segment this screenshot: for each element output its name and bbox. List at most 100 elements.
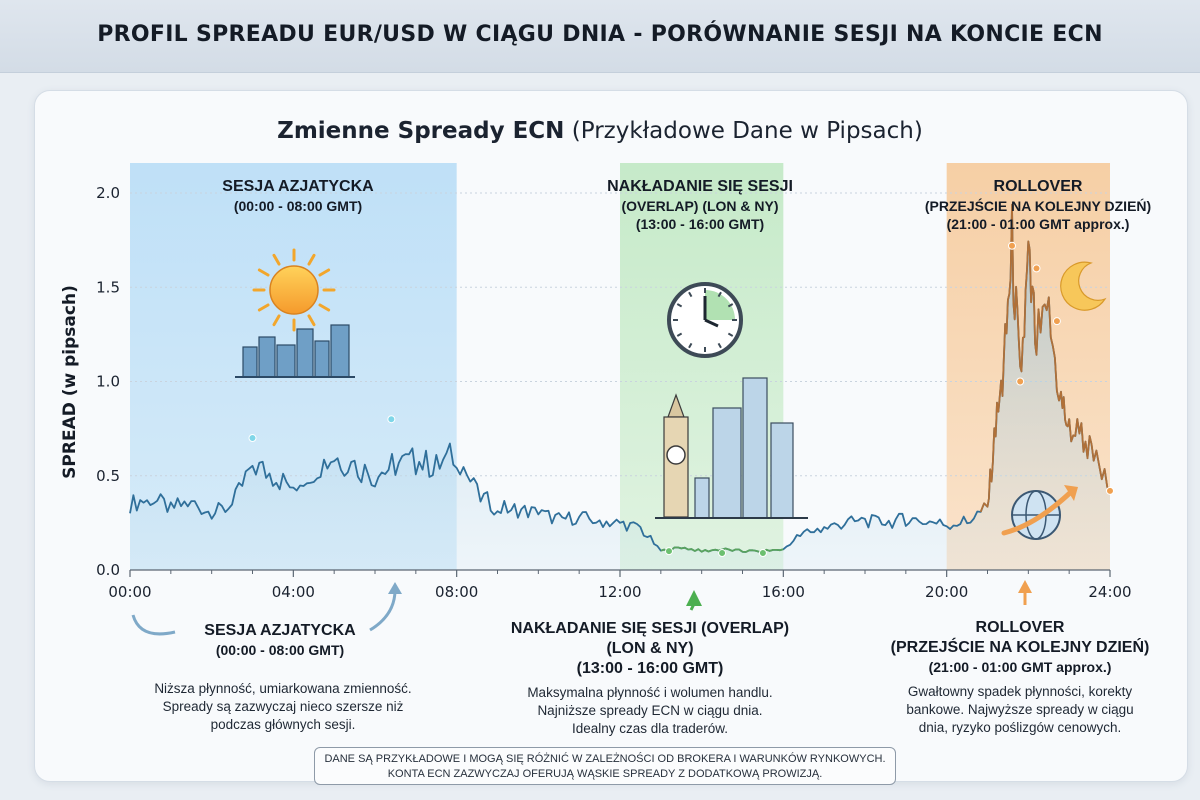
rollover-bottom-sub2: (21:00 - 01:00 GMT approx.) (928, 659, 1112, 675)
clock-tick (676, 332, 683, 337)
x-tick-label: 04:00 (272, 583, 315, 601)
clock-tick (688, 291, 693, 298)
clock-tick (717, 291, 722, 298)
data-highlight-point (387, 415, 396, 424)
asia-bottom-title: SESJA AZJATYCKA (204, 622, 356, 639)
asia-bottom-label: SESJA AZJATYCKA (00:00 - 08:00 GMT) (130, 621, 430, 659)
asia-desc-line: Niższa płynność, umiarkowana zmienność. (154, 681, 412, 696)
x-tick-label: 24:00 (1088, 583, 1131, 601)
overlap-top-title: NAKŁADANIE SIĘ SESJI (607, 178, 793, 195)
tower-clock (666, 445, 686, 465)
data-highlight-point (1016, 377, 1025, 386)
overlap-top-sub1: (OVERLAP) (LON & NY) (621, 198, 779, 214)
skyscraper (742, 377, 768, 519)
building (296, 328, 314, 378)
clock-tick (676, 303, 683, 308)
skyscraper (712, 407, 742, 519)
x-tick-label: 12:00 (598, 583, 641, 601)
overlap-desc: Maksymalna płynność i wolumen handlu. Na… (470, 684, 830, 738)
sun-ray (307, 253, 316, 266)
overlap-desc-line: Najniższe spready ECN w ciągu dnia. (537, 703, 763, 718)
chart-title-light: (Przykładowe Dane w Pipsach) (571, 118, 923, 144)
overlap-pointer-stem (689, 603, 696, 611)
footnote-box: DANE SĄ PRZYKŁADOWE I MOGĄ SIĘ RÓŻNIĆ W … (314, 747, 896, 785)
y-tick-label: 1.0 (96, 373, 120, 391)
y-tick-label: 0.0 (96, 561, 120, 579)
asia-pointer-arrow (369, 589, 397, 632)
skyscrapers-icon (655, 377, 808, 519)
data-highlight-point (1106, 486, 1114, 495)
overlap-bottom-title: NAKŁADANIE SIĘ SESJI (OVERLAP) (510, 620, 790, 637)
overlap-top-label: NAKŁADANIE SIĘ SESJI (OVERLAP) (LON & NY… (540, 177, 860, 233)
building (258, 336, 276, 378)
clock-icon (667, 282, 743, 358)
asia-top-label: SESJA AZJATYCKA (00:00 - 08:00 GMT) (140, 177, 456, 215)
skyscraper (694, 477, 710, 519)
rollover-top-title: ROLLOVER (993, 178, 1083, 195)
rollover-top-label: ROLLOVER (PRZEJŚCIE NA KOLEJNY DZIEŃ) (2… (900, 177, 1176, 233)
overlap-pointer-arrow (686, 590, 702, 606)
clock-tick (727, 303, 734, 308)
rollover-desc-line: dnia, ryzyko poślizgów cenowych. (918, 720, 1122, 735)
rollover-bottom-label: ROLLOVER (PRZEJŚCIE NA KOLEJNY DZIEŃ) (2… (870, 618, 1170, 676)
overlap-top-sub2: (13:00 - 16:00 GMT) (635, 216, 765, 232)
asia-top-sub: (00:00 - 08:00 GMT) (233, 198, 363, 214)
header-banner: PROFIL SPREADU EUR/USD W CIĄGU DNIA - PO… (0, 0, 1200, 73)
sun-ray (318, 303, 331, 312)
overlap-bottom-label: NAKŁADANIE SIĘ SESJI (OVERLAP) (LON & NY… (470, 619, 830, 679)
overlap-desc-line: Maksymalna płynność i wolumen handlu. (527, 685, 773, 700)
sun-icon (252, 248, 336, 332)
rollover-desc: Gwałtowny spadek płynności, korekty bank… (865, 683, 1175, 737)
rollover-bottom-title: ROLLOVER (975, 619, 1065, 636)
data-highlight-point (248, 434, 257, 443)
overlap-bottom-sub1: (LON & NY) (606, 640, 694, 657)
clock-hand (704, 318, 719, 328)
asia-top-title: SESJA AZJATYCKA (222, 178, 374, 195)
globe-arrow (1001, 488, 1075, 536)
rollover-desc-line: bankowe. Najwyższe spready w ciągu (906, 702, 1134, 717)
data-highlight-point (758, 549, 767, 558)
overlap-desc-line: Idealny czas dla traderów. (571, 721, 729, 736)
y-axis-label: SPREAD (w pipsach) (60, 285, 80, 479)
y-tick-label: 2.0 (96, 184, 120, 202)
sun-ray (318, 268, 331, 277)
chart-title: Zmienne Spready ECN (Przykładowe Dane w … (0, 118, 1200, 144)
asia-pointer-arrow (131, 614, 176, 636)
sun-ray (272, 314, 281, 327)
data-highlight-point (718, 549, 727, 558)
rollover-top-sub1: (PRZEJŚCIE NA KOLEJNY DZIEŃ) (924, 198, 1152, 214)
clock-tick (727, 332, 734, 337)
footnote-line-2: KONTA ECN ZAZWYCZAJ OFERUJĄ WĄSKIE SPREA… (387, 768, 823, 780)
city-skyline-icon (235, 324, 355, 378)
data-highlight-point (1008, 241, 1016, 250)
x-tick-label: 16:00 (762, 583, 805, 601)
data-highlight-point (665, 547, 673, 556)
asia-desc-line: podczas głównych sesji. (210, 717, 356, 732)
y-tick-label: 0.5 (96, 467, 120, 485)
globe-arrow-head (1064, 485, 1078, 501)
building (276, 344, 296, 378)
chart-title-bold: Zmienne Spready ECN (277, 118, 565, 144)
clock-highlight (705, 290, 735, 320)
data-highlight-point (1032, 264, 1041, 273)
sun-ray (257, 268, 270, 277)
rollover-top-sub2: (21:00 - 01:00 GMT approx.) (946, 216, 1130, 232)
globe-arrow-icon (1001, 485, 1078, 540)
sun-ray (307, 314, 316, 327)
tower-body (663, 416, 689, 518)
rollover-pointer-arrow (1018, 580, 1032, 593)
rollover-series-line (979, 203, 1111, 513)
x-tick-label: 08:00 (435, 583, 478, 601)
page-title: PROFIL SPREADU EUR/USD W CIĄGU DNIA - PO… (97, 22, 1103, 47)
footnote-line-1: DANE SĄ PRZYKŁADOWE I MOGĄ SIĘ RÓŻNIĆ W … (324, 753, 886, 765)
asia-desc: Niższa płynność, umiarkowana zmienność. … (98, 680, 468, 734)
overlap-bottom-sub2: (13:00 - 16:00 GMT) (576, 660, 724, 677)
data-highlight-point (1052, 317, 1061, 326)
building (314, 340, 330, 378)
building (330, 324, 350, 378)
x-tick-label: 00:00 (108, 583, 151, 601)
x-tick-label: 20:00 (925, 583, 968, 601)
skyscraper (770, 422, 794, 519)
y-tick-label: 1.5 (96, 278, 120, 296)
